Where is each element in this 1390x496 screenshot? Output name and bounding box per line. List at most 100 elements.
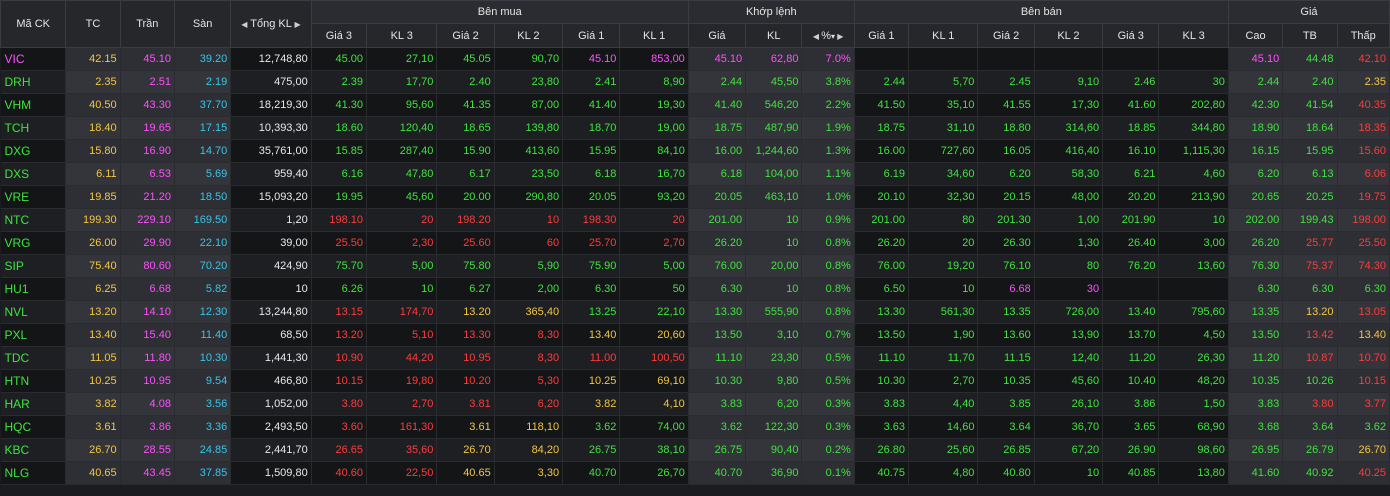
table-row[interactable]: VRG 26.00 29.90 22.10 39,00 25.50 2,30 25.60 60 2…	[0, 231, 1390, 255]
sell-cell: 6.50	[854, 277, 910, 301]
col-price-3[interactable]: Thấp	[1336, 23, 1390, 48]
buy-cell: 84,10	[619, 139, 689, 163]
price-cell: 20.25	[1282, 185, 1338, 209]
col-match-3[interactable]: ◀ % ▾ ▶	[801, 23, 855, 48]
col-sell-5[interactable]: Giá 3	[1102, 23, 1160, 48]
match-cell: 62,80	[745, 47, 803, 71]
price-cell: 6.13	[1282, 162, 1338, 186]
buy-cell: 100,50	[619, 346, 689, 370]
price-cell: 3.68	[1228, 415, 1284, 439]
price-cell: 10.26	[1282, 369, 1338, 393]
symbol-cell: VRE	[0, 185, 67, 209]
col-buy-6[interactable]: KL 1	[619, 23, 689, 48]
col-buy-4[interactable]: KL 2	[493, 23, 564, 48]
sell-cell: 40.75	[854, 461, 910, 485]
pct-prev-arrow-icon[interactable]: ◀	[812, 31, 822, 41]
table-row[interactable]: TDC 11.05 11.80 10.30 1,441,30 10.90 44,20 10.9…	[0, 346, 1390, 370]
buy-cell: 47,80	[366, 162, 438, 186]
sell-cell: 13.40	[1102, 300, 1160, 324]
table-row[interactable]: NLG 40.65 43.45 37.85 1,509,80 40.60 22,50 40.6…	[0, 461, 1390, 485]
buy-cell: 2.41	[562, 70, 621, 94]
col-buy-3[interactable]: Giá 2	[436, 23, 495, 48]
price-cell: 199.43	[1282, 208, 1338, 232]
match-cell: 9,80	[745, 369, 803, 393]
price-cell: 18.35	[1337, 116, 1390, 140]
match-cell: 104,00	[745, 162, 803, 186]
table-row[interactable]: SIP 75.40 80.60 70.20 424,90 75.70 5,00 75.80 5,…	[0, 254, 1390, 278]
symbol-cell: PXL	[0, 323, 67, 347]
pct-next-arrow-icon[interactable]: ▶	[834, 31, 844, 41]
buy-cell: 3.60	[311, 415, 368, 439]
buy-cell: 22,10	[619, 300, 689, 324]
match-cell: 13.50	[688, 323, 747, 347]
match-cell: 3,10	[745, 323, 803, 347]
col-sell-3[interactable]: Giá 2	[977, 23, 1035, 48]
table-row[interactable]: DXS 6.11 6.53 5.69 959,40 6.16 47,80 6.17 23,50 6…	[0, 162, 1390, 186]
table-row[interactable]: HAR 3.82 4.08 3.56 1,052,00 3.80 2,70 3.81 6,20 3…	[0, 392, 1390, 416]
col-ceiling[interactable]: Trần	[119, 0, 175, 48]
match-cell: 3.8%	[801, 70, 855, 94]
table-row[interactable]: DRH 2.35 2.51 2.19 475,00 2.39 17,70 2.40 23,80 2…	[0, 70, 1390, 94]
sort-desc-icon[interactable]: ▾	[830, 31, 835, 41]
match-cell: 0.8%	[801, 300, 855, 324]
table-row[interactable]: VIC 42.15 45.10 39.20 12,748,80 45.00 27,10 45.…	[0, 47, 1390, 71]
match-cell: 6.30	[688, 277, 747, 301]
table-row[interactable]: VRE 19.85 21.20 18.50 15,093,20 19.95 45,60 20.…	[0, 185, 1390, 209]
sell-cell: 25,60	[908, 438, 979, 462]
table-row[interactable]: NVL 13.20 14.10 12.30 13,244,80 13.15 174,70 13…	[0, 300, 1390, 324]
symbol-cell: NLG	[0, 461, 67, 485]
total-volume-cell: 15,093,20	[230, 185, 312, 209]
price-cell: 42.30	[1228, 93, 1284, 117]
sell-cell: 19,20	[908, 254, 979, 278]
match-cell: 0.1%	[801, 461, 855, 485]
sell-cell: 68,90	[1158, 415, 1229, 439]
buy-cell: 3.81	[436, 392, 495, 416]
sell-cell: 16.00	[854, 139, 910, 163]
sell-cell: 3.63	[854, 415, 910, 439]
match-cell: 1.3%	[801, 139, 855, 163]
table-row[interactable]: PXL 13.40 15.40 11.40 68,50 13.20 5,10 13.30 8,3…	[0, 323, 1390, 347]
group-buy: Bên mua	[310, 0, 689, 24]
sell-cell: 1,00	[1034, 208, 1104, 232]
col-match-1[interactable]: Giá	[687, 23, 747, 48]
prev-arrow-icon[interactable]: ◀	[241, 20, 248, 29]
sell-cell: 67,20	[1034, 438, 1104, 462]
ref-cell: 26.70	[65, 438, 121, 462]
col-symbol[interactable]: Mã CK	[0, 0, 67, 48]
col-total-volume[interactable]: ◀ Tổng KL ▶	[230, 0, 312, 48]
col-price-1[interactable]: Cao	[1227, 23, 1284, 48]
ref-cell: 10.25	[65, 369, 121, 393]
table-row[interactable]: DXG 15.80 16.90 14.70 35,761,00 15.85 287,40 15…	[0, 139, 1390, 163]
total-volume-cell: 1,441,30	[230, 346, 312, 370]
col-buy-1[interactable]: Giá 3	[310, 23, 368, 48]
col-price-2[interactable]: TB	[1282, 23, 1338, 48]
col-sell-2[interactable]: KL 1	[908, 23, 979, 48]
sell-cell: 32,30	[908, 185, 979, 209]
col-floor[interactable]: Sàn	[173, 0, 232, 48]
price-cell: 13.05	[1337, 300, 1390, 324]
col-ref[interactable]: TC	[65, 0, 121, 48]
symbol-cell: NVL	[0, 300, 67, 324]
col-sell-1[interactable]: Giá 1	[853, 23, 910, 48]
col-buy-5[interactable]: Giá 1	[562, 23, 621, 48]
price-cell: 40.25	[1337, 461, 1390, 485]
match-cell: 20.05	[688, 185, 747, 209]
table-row[interactable]: HTN 10.25 10.95 9.54 466,80 10.15 19,80 10.20 5,…	[0, 369, 1390, 393]
sell-cell: 314,60	[1034, 116, 1104, 140]
col-buy-2[interactable]: KL 3	[366, 23, 438, 48]
table-row[interactable]: HU1 6.25 6.68 5.82 10 6.26 10 6.27 2,00 6.30 50 6.3…	[0, 277, 1390, 301]
buy-cell: 8,90	[619, 70, 689, 94]
col-match-2[interactable]: KL	[745, 23, 803, 48]
table-row[interactable]: VHM 40.50 43.30 37.70 18,219,30 41.30 95,60 41.…	[0, 93, 1390, 117]
table-row[interactable]: NTC 199.30 229.10 169.50 1,20 198.10 20 198.20 1…	[0, 208, 1390, 232]
col-sell-6[interactable]: KL 3	[1158, 23, 1229, 48]
floor-cell: 70.20	[174, 254, 232, 278]
next-arrow-icon[interactable]: ▶	[294, 20, 301, 29]
col-sell-4[interactable]: KL 2	[1033, 23, 1104, 48]
total-volume-cell: 13,244,80	[230, 300, 312, 324]
match-cell: 463,10	[745, 185, 803, 209]
table-row[interactable]: KBC 26.70 28.55 24.85 2,441,70 26.65 35,60 26.7…	[0, 438, 1390, 462]
match-cell: 90,40	[745, 438, 803, 462]
table-row[interactable]: TCH 18.40 19.65 17.15 10,393,30 18.60 120,40 18…	[0, 116, 1390, 140]
table-row[interactable]: HQC 3.61 3.86 3.36 2,493,50 3.60 161,30 3.61 118…	[0, 415, 1390, 439]
